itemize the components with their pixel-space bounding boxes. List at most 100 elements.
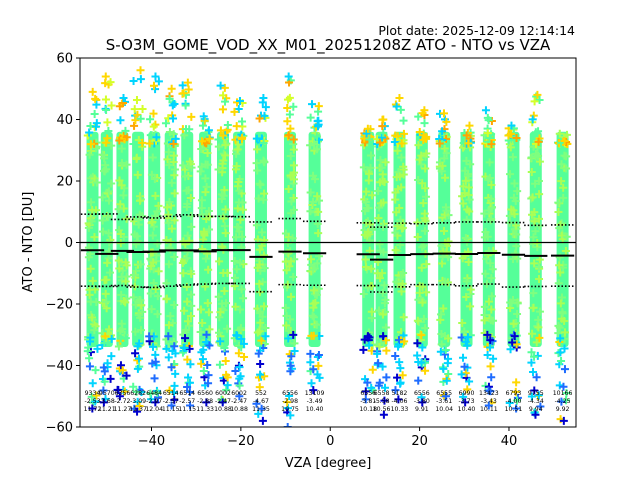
stat-count-label: 6002 — [231, 390, 247, 397]
stat-count-label: 6556 — [414, 390, 430, 397]
stat-mean-label: -3.09 — [130, 398, 146, 405]
scatter-point — [201, 254, 210, 263]
scatter-point — [259, 139, 268, 148]
scatter-point — [397, 153, 406, 162]
scatter-point — [131, 349, 140, 358]
scatter-point-min — [283, 423, 292, 427]
scatter-point — [187, 222, 196, 231]
scatter-point — [151, 284, 160, 293]
scatter-point — [396, 273, 405, 282]
scatter-point — [87, 217, 96, 226]
scatter-point — [232, 331, 241, 340]
scatter-point — [556, 268, 565, 277]
stat-mean-label: -2.57 — [163, 398, 179, 405]
scatter-point — [438, 127, 447, 136]
scatter-point — [252, 159, 261, 168]
scatter-point — [86, 337, 95, 346]
scatter-point — [215, 257, 224, 266]
scatter-point — [535, 214, 543, 223]
stat-mean-label: -4.25 — [555, 398, 571, 405]
scatter-point — [418, 179, 427, 188]
scatter-point — [118, 366, 127, 375]
stat-count-label: 6990 — [459, 390, 475, 397]
scatter-point — [440, 277, 449, 286]
scatter-point — [463, 205, 472, 214]
scatter-point — [104, 187, 113, 196]
scatter-point — [154, 201, 163, 210]
scatter-point — [289, 273, 298, 282]
scatter-point — [133, 397, 142, 406]
scatter-point — [181, 334, 190, 343]
scatter-point — [394, 168, 403, 177]
scatter-point — [205, 225, 214, 234]
scatter-point — [114, 205, 123, 214]
stat-count-label: 9334 — [85, 390, 101, 397]
scatter-point — [283, 398, 292, 407]
scatter-point — [182, 254, 191, 263]
scatter-point — [482, 279, 491, 288]
scatter-point — [181, 172, 190, 181]
stat-mean-label: -3.81 — [360, 398, 376, 405]
scatter-point — [147, 170, 156, 179]
scatter-point — [136, 260, 145, 269]
scatter-point — [379, 222, 388, 231]
scatter-point — [458, 319, 467, 328]
scatter-point — [284, 334, 293, 343]
scatter-point-min — [461, 398, 470, 407]
scatter-point — [397, 139, 406, 148]
scatter-bin-18 — [457, 121, 475, 407]
scatter-point — [86, 264, 95, 273]
scatter-point — [181, 326, 190, 335]
scatter-point — [219, 214, 228, 223]
scatter-point — [169, 158, 178, 167]
scatter-point — [398, 223, 407, 232]
scatter-point — [396, 105, 405, 114]
scatter-point — [314, 102, 323, 111]
scatter-point — [529, 111, 538, 120]
scatter-point — [286, 124, 295, 133]
scatter-point — [167, 224, 176, 233]
scatter-point — [289, 145, 298, 154]
scatter-point — [259, 251, 268, 260]
scatter-point — [536, 402, 545, 411]
scatter-point — [465, 377, 474, 386]
scatter-point — [220, 222, 229, 231]
scatter-point — [418, 343, 427, 352]
scatter-point-max — [308, 100, 317, 109]
scatter-point — [179, 89, 188, 98]
scatter-point — [146, 131, 155, 140]
scatter-point — [102, 275, 111, 284]
scatter-point — [219, 191, 228, 200]
scatter-point — [285, 391, 294, 400]
scatter-bin-21 — [527, 90, 545, 419]
scatter-point — [254, 349, 263, 358]
scatter-point — [374, 359, 383, 368]
scatter-point — [419, 199, 428, 208]
scatter-point — [437, 310, 446, 319]
scatter-point — [313, 192, 322, 201]
scatter-point — [149, 81, 158, 90]
scatter-point — [393, 146, 402, 155]
scatter-point — [417, 263, 426, 272]
scatter-point — [104, 196, 113, 205]
scatter-point — [205, 134, 214, 143]
scatter-point — [92, 100, 101, 109]
scatter-point — [314, 351, 323, 360]
scatter-point — [234, 198, 243, 207]
scatter-point — [554, 198, 563, 207]
scatter-point — [365, 135, 374, 144]
scatter-point — [513, 299, 522, 308]
scatter-point — [306, 349, 315, 358]
scatter-point — [163, 155, 172, 164]
scatter-point — [362, 129, 371, 138]
scatter-point — [527, 153, 536, 162]
scatter-point — [202, 182, 211, 191]
stat-mean-label: -2.57 — [179, 398, 195, 405]
scatter-point — [122, 371, 131, 380]
scatter-point — [361, 255, 370, 264]
scatter-point — [391, 188, 400, 197]
scatter-point — [399, 313, 408, 322]
scatter-point — [487, 194, 496, 203]
bin-stats: 9334-2.5311.729570-3.6811.216356-2.7211.… — [84, 390, 573, 413]
